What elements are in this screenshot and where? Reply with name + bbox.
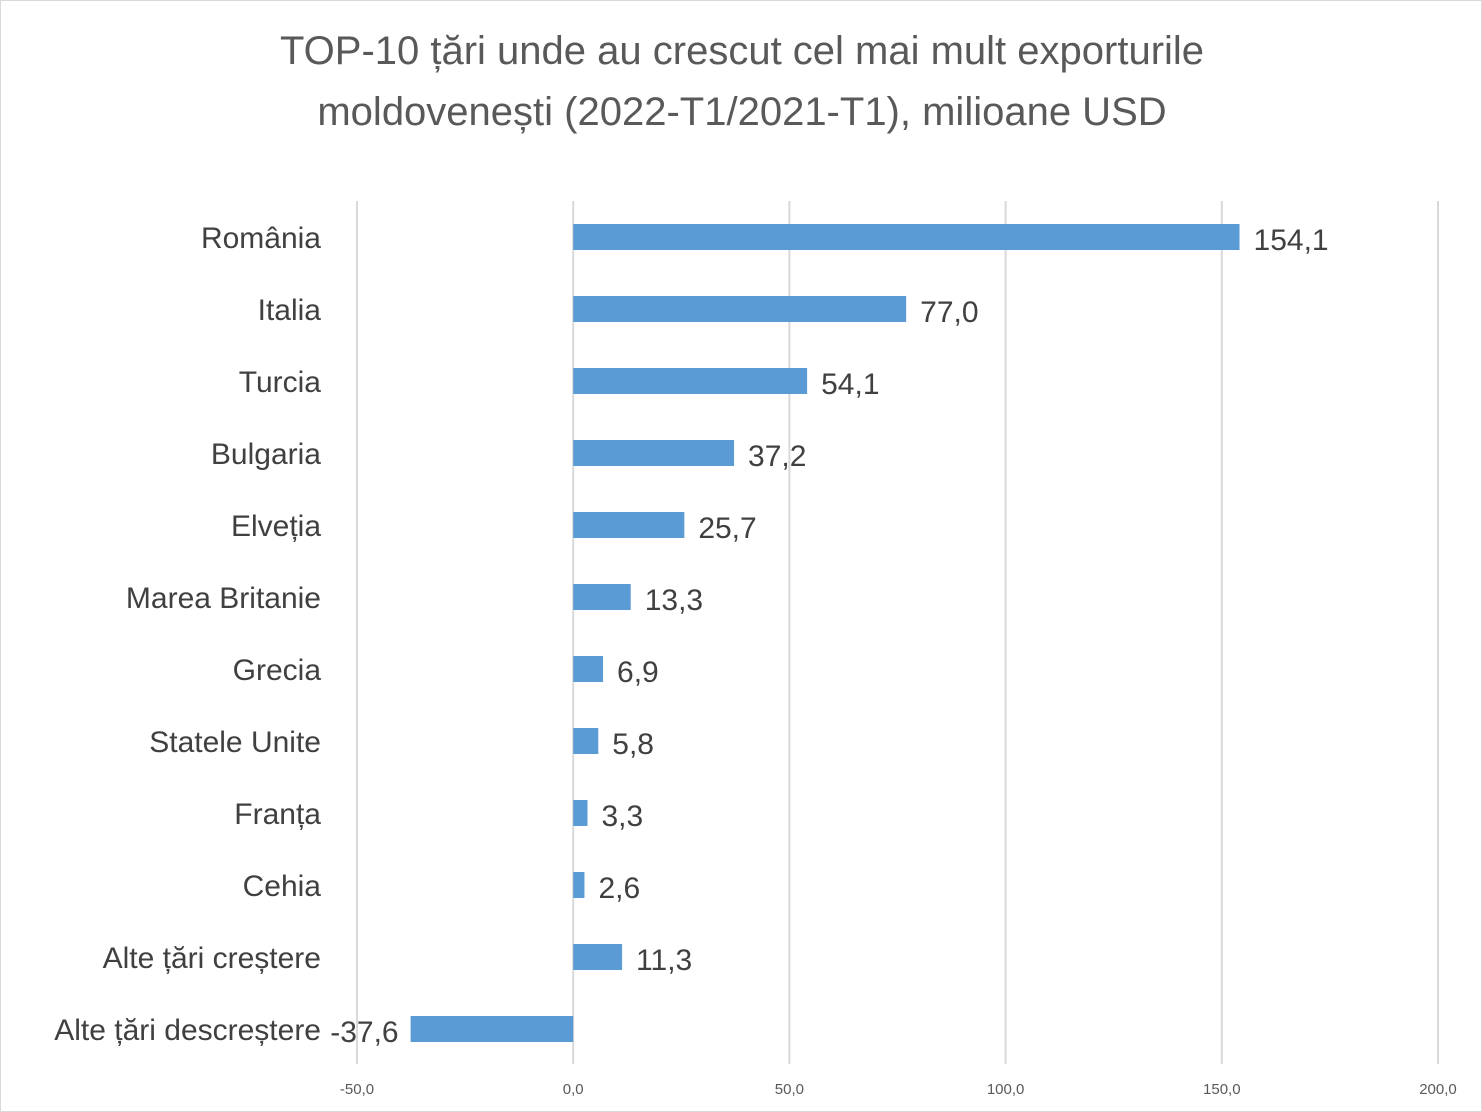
x-tick-label: 0,0	[563, 1081, 584, 1098]
bar	[573, 800, 588, 826]
category-label: România	[201, 222, 321, 255]
data-label: 77,0	[920, 296, 978, 329]
bar	[410, 1016, 574, 1042]
data-label: 154,1	[1254, 224, 1329, 257]
data-label: 6,9	[617, 656, 659, 689]
category-label: Grecia	[233, 654, 322, 687]
data-label: 25,7	[698, 512, 756, 545]
data-label: 54,1	[821, 368, 879, 401]
bar	[573, 728, 599, 754]
bar	[573, 224, 1240, 250]
bar	[573, 656, 604, 682]
chart-title-line-2: moldovenești (2022-T1/2021-T1), milioane…	[317, 90, 1166, 134]
data-label: 3,3	[601, 800, 643, 833]
data-label: 5,8	[612, 728, 654, 761]
bar	[573, 368, 808, 394]
category-label: Franța	[234, 798, 321, 831]
x-tick-label: 50,0	[775, 1081, 804, 1098]
category-label: Elveția	[231, 510, 321, 543]
data-label: 37,2	[748, 440, 806, 473]
x-tick-label: 200,0	[1419, 1081, 1457, 1098]
bar	[573, 512, 685, 538]
bar	[573, 872, 585, 898]
data-label: 11,3	[636, 944, 692, 977]
category-label: Cehia	[243, 870, 322, 903]
category-label: Alte țări creștere	[103, 942, 321, 975]
category-label: Bulgaria	[211, 438, 321, 471]
x-tick-label: 100,0	[987, 1081, 1025, 1098]
category-label: Statele Unite	[149, 726, 321, 759]
bar	[573, 584, 631, 610]
category-label: Italia	[258, 294, 322, 327]
data-label: -37,6	[330, 1016, 398, 1049]
bar	[573, 296, 907, 322]
x-tick-label: -50,0	[340, 1081, 374, 1098]
bar	[573, 944, 623, 970]
category-label: Alte țări descreștere	[54, 1014, 321, 1047]
data-label: 2,6	[598, 872, 640, 905]
chart-title-line-1: TOP-10 țări unde au crescut cel mai mult…	[280, 29, 1204, 73]
bar	[573, 440, 735, 466]
data-label: 13,3	[645, 584, 703, 617]
category-label: Turcia	[239, 366, 322, 399]
x-tick-label: 150,0	[1203, 1081, 1241, 1098]
category-label: Marea Britanie	[126, 582, 321, 615]
